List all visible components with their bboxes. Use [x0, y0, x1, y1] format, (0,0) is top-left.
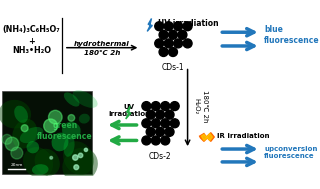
Circle shape: [169, 47, 178, 57]
Ellipse shape: [35, 149, 60, 176]
Bar: [2, 91, 92, 174]
Ellipse shape: [12, 119, 37, 149]
Text: 20nm: 20nm: [11, 163, 23, 167]
Text: CDs-1: CDs-1: [162, 63, 184, 72]
Circle shape: [156, 110, 164, 119]
Circle shape: [170, 119, 179, 128]
Text: CDs-2: CDs-2: [149, 152, 172, 161]
Text: 180℃ 2h: 180℃ 2h: [84, 50, 120, 56]
Circle shape: [11, 147, 23, 159]
Circle shape: [142, 102, 151, 111]
Ellipse shape: [32, 164, 49, 175]
Circle shape: [21, 125, 28, 132]
Circle shape: [161, 102, 170, 111]
Circle shape: [84, 148, 88, 152]
Text: NH₃•H₂O: NH₃•H₂O: [12, 46, 51, 55]
Polygon shape: [147, 19, 152, 31]
Polygon shape: [201, 134, 212, 140]
Ellipse shape: [14, 106, 28, 123]
Circle shape: [2, 134, 12, 144]
Ellipse shape: [64, 136, 75, 157]
Circle shape: [161, 119, 170, 128]
Circle shape: [68, 115, 75, 121]
Text: UV irradiation: UV irradiation: [158, 19, 219, 28]
Circle shape: [78, 153, 83, 158]
Text: UV
irradiation: UV irradiation: [108, 104, 150, 117]
Circle shape: [49, 110, 62, 124]
Text: hydrothermal: hydrothermal: [74, 41, 130, 47]
Ellipse shape: [79, 114, 90, 124]
Circle shape: [142, 119, 151, 128]
Circle shape: [146, 110, 155, 119]
Circle shape: [164, 22, 173, 31]
Text: IR irradiation: IR irradiation: [217, 133, 269, 139]
Circle shape: [165, 127, 174, 136]
Text: blue
fluorescence: blue fluorescence: [264, 25, 320, 45]
Circle shape: [146, 127, 155, 136]
Ellipse shape: [52, 133, 68, 151]
Circle shape: [5, 137, 19, 151]
Circle shape: [50, 156, 52, 159]
Text: (NH₄)₃C₆H₅O₇: (NH₄)₃C₆H₅O₇: [2, 25, 60, 33]
Circle shape: [170, 102, 179, 111]
Circle shape: [156, 127, 164, 136]
Circle shape: [74, 165, 79, 170]
Polygon shape: [126, 106, 131, 119]
Text: green
fluorescence: green fluorescence: [37, 121, 92, 141]
Ellipse shape: [27, 141, 39, 153]
Ellipse shape: [63, 141, 94, 175]
Circle shape: [178, 30, 187, 39]
Polygon shape: [200, 133, 214, 141]
Circle shape: [142, 136, 151, 145]
Circle shape: [73, 155, 78, 160]
Circle shape: [155, 22, 164, 31]
Ellipse shape: [64, 92, 79, 107]
Text: upconversion
fluorescence: upconversion fluorescence: [264, 146, 317, 159]
Circle shape: [151, 119, 160, 128]
Circle shape: [169, 30, 178, 39]
Circle shape: [183, 22, 192, 31]
Ellipse shape: [62, 122, 81, 139]
Text: +: +: [28, 36, 35, 46]
Circle shape: [159, 30, 168, 39]
Ellipse shape: [20, 127, 43, 143]
Ellipse shape: [62, 148, 98, 183]
Circle shape: [151, 102, 160, 111]
Ellipse shape: [0, 100, 31, 129]
Circle shape: [161, 136, 170, 145]
Circle shape: [165, 110, 174, 119]
Circle shape: [151, 136, 160, 145]
Circle shape: [174, 39, 183, 48]
Circle shape: [159, 47, 168, 57]
Text: 180℃ 2h: 180℃ 2h: [202, 90, 208, 122]
Ellipse shape: [23, 147, 53, 178]
Circle shape: [164, 39, 173, 48]
Circle shape: [155, 39, 164, 48]
Circle shape: [183, 39, 192, 48]
Circle shape: [174, 22, 183, 31]
Ellipse shape: [73, 90, 98, 108]
Circle shape: [44, 119, 57, 133]
Text: H₂O₂: H₂O₂: [194, 98, 200, 114]
